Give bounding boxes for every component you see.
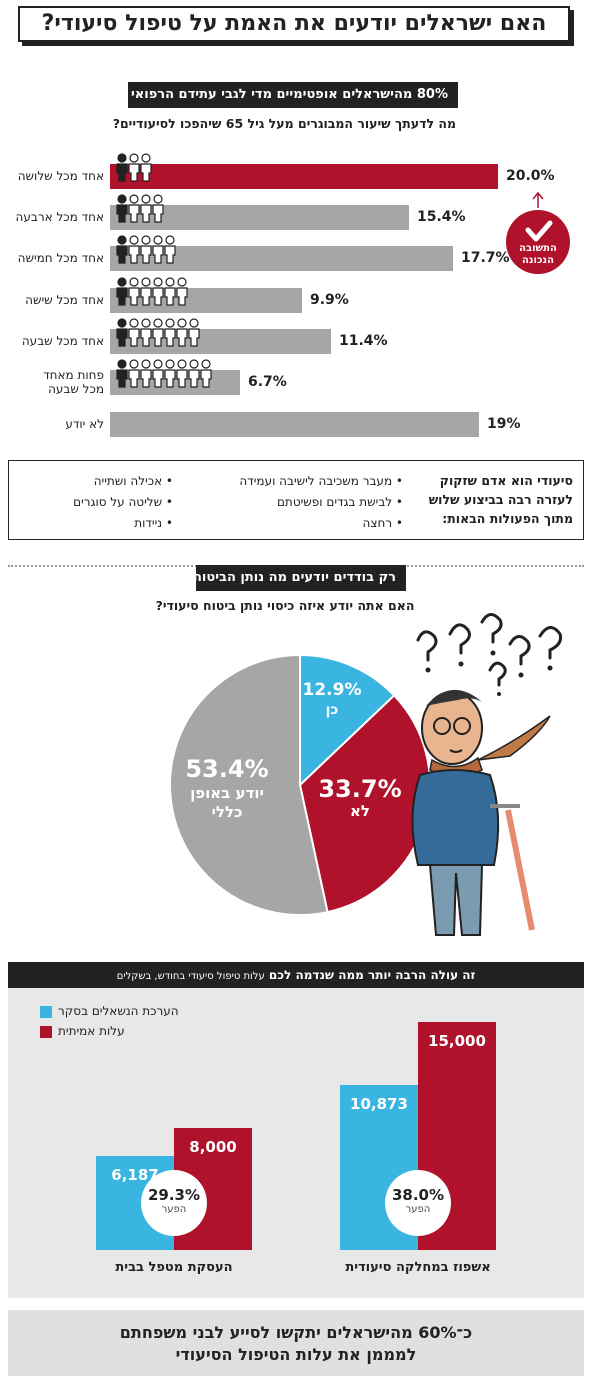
definition-heading-2: לעזרה רבה בביצוע שלוש (428, 492, 573, 507)
confused-man-illustration (411, 613, 562, 936)
people-icon (116, 318, 200, 347)
people-icon (116, 277, 188, 306)
category-label: אשפוז במחלקה סיעודית (345, 1260, 491, 1275)
people-icon (116, 153, 152, 182)
gap-circle: 29.3% הפער (141, 1170, 207, 1236)
section1-banner: 80% מהישראלים אופטימיים מדי לגבי עתידם ה… (128, 82, 458, 108)
gap-label: הפער (161, 1204, 187, 1215)
bar-category-label: לא יודע (65, 417, 104, 431)
bar-category-label: אחד מכל שבעה (21, 334, 104, 348)
legend-swatch-estimate (40, 1006, 52, 1018)
bar-value-label: 8,000 (189, 1138, 237, 1156)
bar-value-label: 15.4% (417, 209, 466, 225)
section2-banner: רק בודדים יודעים מה נותן הביטוח (193, 565, 406, 591)
definition-item: • לבישת בגדים ופשיטתם (276, 495, 403, 509)
pie-chart-insurance (169, 653, 431, 916)
bar-value-label: 17.7% (461, 250, 510, 266)
bar-value-label: 6.7% (248, 374, 287, 390)
bar-value-label: 10,873 (350, 1095, 408, 1113)
section2-question: האם אתה יודע איזה כיסוי נותן ביטוח סיעוד… (155, 598, 415, 613)
definition-item: • אכילה ושתייה (93, 474, 173, 488)
cost-bar-chart: 10,873 15,000 38.0% הפער אשפוז במחלקה סיעודי… (8, 988, 584, 1298)
pie-no-value: 33.7% (318, 775, 402, 803)
arrow-up-icon (532, 191, 544, 208)
pie-slice (299, 653, 396, 788)
section1-question: מה לדעתך שיעור המבוגרים מעל גיל 65 שיהפכ… (112, 116, 456, 131)
bar-value-label: 15,000 (428, 1032, 486, 1050)
definition-item: • רחצה (362, 516, 403, 530)
bar-category-label: אחד מכל שישה (25, 293, 104, 307)
bar (110, 412, 479, 437)
bar-value-label: 6,187 (111, 1166, 159, 1184)
pie-general-label: יודע באופן כללי (190, 784, 264, 821)
gap-label: הפער (405, 1204, 431, 1215)
section3-banner-main: זה עולה הרבה יותר ממה שנדמה לכם (268, 968, 476, 982)
people-icon (116, 194, 164, 223)
bar-value-label: 11.4% (339, 333, 388, 349)
gap-circle: 38.0% הפער (385, 1170, 451, 1236)
people-icon (116, 359, 212, 388)
bar-category-label: אחד מכל ארבעה (15, 210, 104, 224)
footer-line2: למממן את עלות הטיפול הסיעודי (175, 1345, 417, 1364)
definition-heading-1: סיעודי הוא אדם שזקוק (439, 473, 573, 488)
gap-value: 29.3% (147, 1186, 201, 1204)
pie-general-value: 53.4% (185, 755, 269, 783)
bar-category-label: פחות מאחד מכל שבעה (43, 368, 104, 396)
definition-heading-3: מתוך הפעולות הבאות: (442, 511, 573, 526)
definition-item: • מעבר משכיבה לישיבה ועמידה (239, 474, 403, 488)
legend-estimate: הערכת הנשאלים בסקר (58, 1004, 179, 1018)
badge-line1: התשובה (519, 243, 557, 254)
section3-banner-small: עלות טיפול סיעודי בחודש, בשקלים (116, 971, 265, 982)
section3-banner: זה עולה הרבה יותר ממה שנדמה לכם עלות טיפ… (8, 962, 584, 988)
bar-value-label: 19% (487, 416, 521, 432)
pie-slice (169, 653, 329, 916)
page-title: האם ישראלים יודעים את האמת על טיפול סיעו… (18, 6, 570, 42)
footer-note: כ־60% מהישראלים יתקשו לסייע לבני משפחתם … (8, 1310, 584, 1376)
bar-chart-guess: 20.0% אחד מכל שלושה 15.4% אחד מכל ארבעה 17.7… (0, 150, 590, 450)
bar (110, 164, 498, 189)
legend-actual: עלות אמיתית (58, 1024, 125, 1038)
pie-no-label: לא (350, 802, 370, 820)
pie-yes-value: 12.9% (302, 680, 362, 700)
category-label: העסקת מטפל בבית (115, 1260, 233, 1275)
definition-box: סיעודי הוא אדם שזקוק לעזרה רבה בביצוע של… (8, 460, 584, 540)
people-icon (116, 235, 176, 264)
definition-item: • שליטה על סוגרים (73, 495, 173, 509)
gap-value: 38.0% (391, 1186, 445, 1204)
bar-category-label: אחד מכל שלושה (17, 169, 104, 183)
bar-value-label: 9.9% (310, 292, 349, 308)
definition-item: • ניידות (134, 516, 173, 530)
bar-value-label: 20.0% (506, 168, 555, 184)
correct-answer-badge: התשובה הנכונה (506, 210, 570, 274)
bar-category-label: אחד מכל חמישה (17, 251, 104, 265)
pie-yes-label: כן (325, 702, 339, 718)
checkmark-icon (525, 220, 553, 242)
badge-line2: הנכונה (522, 255, 554, 266)
cost-chart-panel: הערכת הנשאלים בסקר עלות אמיתית 10,873 15,… (8, 988, 584, 1298)
legend-swatch-actual (40, 1026, 52, 1038)
footer-line1: כ־60% מהישראלים יתקשו לסייע לבני משפחתם (119, 1323, 473, 1342)
